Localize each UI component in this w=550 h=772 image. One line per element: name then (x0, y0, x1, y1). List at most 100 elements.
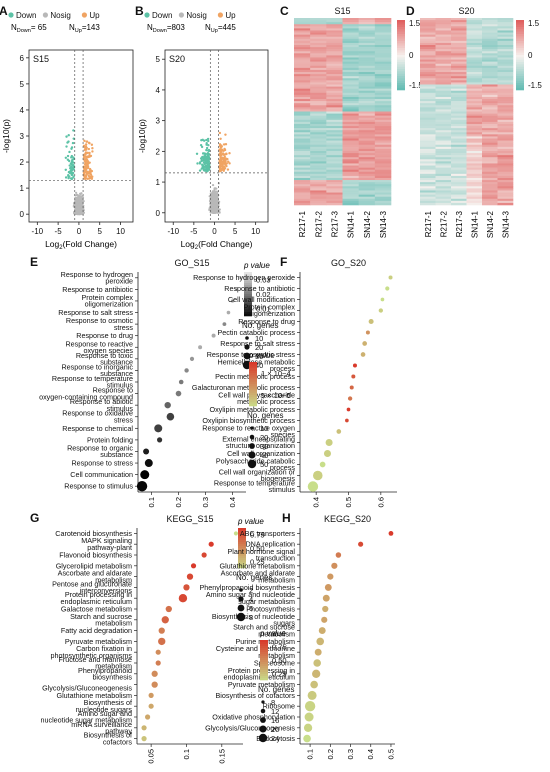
heatmap-cell (374, 67, 392, 71)
nosig-point (216, 192, 219, 195)
colorbar-segment (516, 55, 524, 58)
heatmap-cell (310, 88, 327, 92)
heatmap-cell (310, 34, 327, 37)
heatmap-cell (294, 150, 311, 154)
category-label: stimulus (269, 485, 296, 494)
heatmap-cell (294, 96, 311, 100)
heatmap-cell (451, 190, 467, 193)
heatmap-cell (294, 171, 311, 175)
heatmap-cell (294, 157, 311, 160)
up-point (84, 147, 87, 150)
pvalue-legend-bar (238, 566, 246, 569)
heatmap-cell (310, 140, 327, 143)
heatmap-cell (294, 153, 311, 156)
heatmap-cell (358, 92, 376, 96)
heatmap-cell (310, 45, 327, 48)
category-label: Pyruvate metabolism (228, 680, 295, 689)
y-tick-label: 1 (20, 184, 25, 193)
heatmap-cell (466, 173, 483, 177)
heatmap-cell (326, 173, 343, 177)
heatmap-cell (451, 51, 467, 54)
heatmap-cell (451, 194, 467, 197)
heatmap-cell (294, 90, 311, 94)
column-label: SN14-1 (347, 210, 356, 238)
heatmap-cell (420, 117, 436, 121)
dotplot-title: KEGG_S20 (324, 514, 371, 524)
heatmap-cell (451, 146, 467, 150)
heatmap-cell (497, 171, 514, 175)
heatmap-cell (482, 51, 498, 54)
heatmap-cell (466, 130, 483, 133)
heatmap-cell (310, 119, 327, 123)
heatmap-cell (451, 99, 467, 102)
up-point (84, 143, 88, 146)
heatmap-cell (497, 123, 514, 127)
y-tick-label: 1 (156, 178, 161, 187)
heatmap-cell (310, 53, 327, 56)
heatmap-cell (497, 96, 514, 100)
heatmap-cell (342, 169, 359, 173)
heatmap-cell (466, 132, 483, 135)
heatmap-cell (342, 196, 359, 200)
heatmap-cell (342, 161, 359, 164)
down-point (66, 154, 70, 158)
heatmap-cell (482, 138, 498, 141)
heatmap-cell (497, 65, 514, 69)
heatmap-title: S20 (458, 6, 474, 16)
heatmap-cell (326, 148, 343, 152)
heatmap-cell (374, 18, 392, 21)
heatmap-cell (294, 138, 311, 141)
heatmap-cell (435, 74, 452, 77)
heatmap-cell (497, 92, 514, 96)
colorbar-segment (397, 66, 405, 70)
category-label: Ribosome (263, 702, 295, 711)
heatmap-cell (342, 78, 359, 81)
legend-label: Up (225, 11, 236, 20)
heatmap-cell (497, 177, 514, 181)
category-label: Fructose and mannose (58, 655, 132, 664)
heatmap-cell (374, 78, 392, 81)
down-point (64, 176, 68, 179)
pvalue-legend-bar (238, 564, 246, 567)
heatmap-cell (451, 40, 467, 44)
heatmap-cell (374, 28, 392, 31)
category-label: substance (100, 358, 133, 367)
heatmap-cell (358, 188, 376, 191)
heatmap-cell (482, 140, 498, 143)
heatmap-cell (497, 140, 514, 143)
heatmap-cell (435, 22, 452, 25)
down-point (206, 165, 209, 168)
down-point (202, 166, 205, 170)
heatmap-cell (497, 61, 514, 65)
colorbar-segment (397, 55, 405, 58)
heatmap-cell (435, 101, 452, 104)
heatmap-cell (497, 190, 514, 193)
size-legend-label: 20 (271, 725, 279, 734)
heatmap-cell (420, 103, 436, 106)
heatmap-cell (310, 69, 327, 73)
heatmap-cell (497, 78, 514, 81)
heatmap-cell (326, 132, 343, 135)
heatmap-cell (482, 130, 498, 133)
category-label: Glycolysis/Gluconeogenesis (42, 683, 132, 692)
heatmap-cell (497, 136, 514, 139)
pvalue-legend-bar (260, 652, 268, 655)
category-label: Glycolysis/Gluconeogenesis (205, 723, 295, 732)
heatmap-cell (482, 121, 498, 125)
heatmap-cell (435, 40, 452, 44)
legend-marker (8, 12, 14, 18)
heatmap-cell (374, 92, 392, 96)
category-label: Galactose metabolism (61, 605, 132, 614)
heatmap-cell (466, 202, 483, 206)
heatmap-cell (374, 165, 392, 168)
heatmap-cell (326, 123, 343, 127)
heatmap-cell (310, 165, 327, 168)
heatmap-cell (310, 167, 327, 170)
heatmap-cell (358, 32, 376, 35)
heatmap-cell (482, 132, 498, 135)
heatmap-cell (374, 186, 392, 189)
data-point (349, 385, 354, 390)
heatmap-cell (342, 192, 359, 195)
category-label: Phenylpropanoid (78, 666, 132, 675)
down-point (205, 167, 208, 170)
